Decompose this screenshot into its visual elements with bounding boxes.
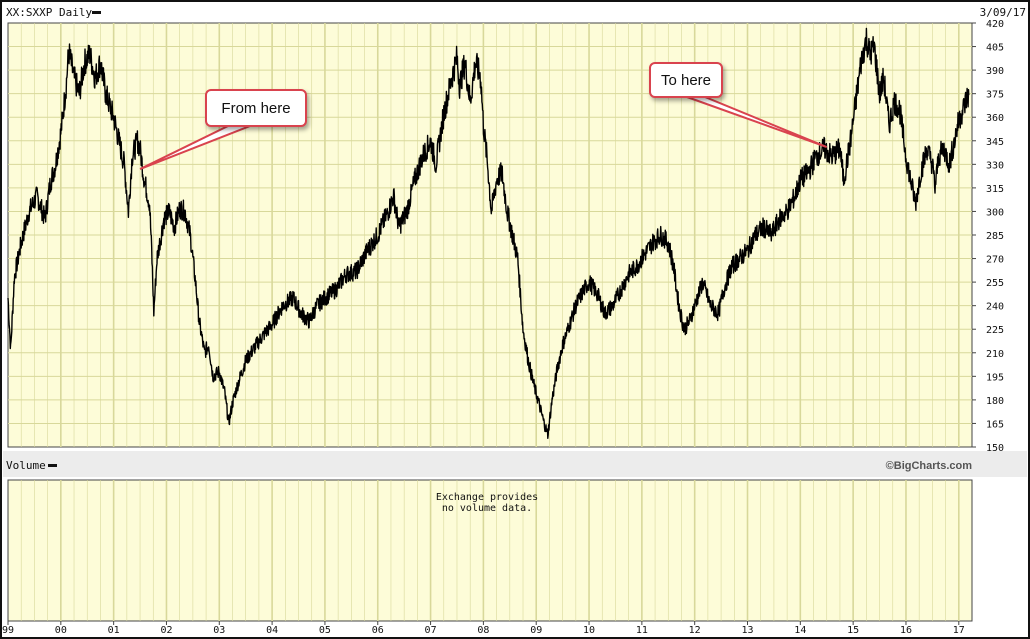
y-tick-label: 405 bbox=[986, 43, 1004, 54]
y-tick-label: 420 bbox=[986, 19, 1004, 30]
title-legend-swatch bbox=[92, 11, 101, 14]
volume-message-line1: Exchange provides bbox=[436, 492, 538, 503]
x-tick-label: 03 bbox=[213, 625, 225, 636]
from-here-callout: From here bbox=[205, 89, 307, 127]
y-tick-label: 330 bbox=[986, 160, 1004, 171]
y-tick-label: 255 bbox=[986, 278, 1004, 289]
x-tick-label: 15 bbox=[847, 625, 859, 636]
x-tick-label: 14 bbox=[794, 625, 806, 636]
volume-panel-background bbox=[7, 479, 973, 622]
x-tick-label: 17 bbox=[953, 625, 965, 636]
y-tick-label: 285 bbox=[986, 231, 1004, 242]
chart-title: XX:SXXP Daily bbox=[6, 6, 92, 19]
x-tick-label: 02 bbox=[160, 625, 172, 636]
volume-legend-swatch bbox=[48, 464, 57, 467]
y-tick-label: 345 bbox=[986, 137, 1004, 148]
y-tick-label: 180 bbox=[986, 396, 1004, 407]
panel-separator bbox=[3, 451, 1027, 477]
x-tick-label: 08 bbox=[477, 625, 489, 636]
y-tick-label: 360 bbox=[986, 113, 1004, 124]
x-tick-label: 04 bbox=[266, 625, 278, 636]
price-series-line bbox=[7, 27, 970, 439]
x-tick-label: 07 bbox=[425, 625, 437, 636]
y-tick-label: 315 bbox=[986, 184, 1004, 195]
y-tick-label: 210 bbox=[986, 349, 1004, 360]
x-tick-label: 05 bbox=[319, 625, 331, 636]
y-tick-label: 390 bbox=[986, 66, 1004, 77]
volume-grid bbox=[20, 480, 960, 621]
chart-date: 3/09/17 bbox=[980, 6, 1026, 19]
y-tick-label: 270 bbox=[986, 255, 1004, 266]
x-tick-label: 00 bbox=[55, 625, 67, 636]
y-tick-label: 375 bbox=[986, 90, 1004, 101]
x-tick-label: 12 bbox=[689, 625, 701, 636]
x-tick-label: 01 bbox=[108, 625, 120, 636]
x-tick-label: 06 bbox=[372, 625, 384, 636]
price-grid bbox=[8, 23, 972, 447]
watermark: ©BigCharts.com bbox=[886, 460, 973, 472]
x-tick-label: 09 bbox=[530, 625, 542, 636]
x-tick-label: 11 bbox=[636, 625, 648, 636]
volume-label: Volume bbox=[6, 459, 46, 472]
x-axis-labels: 99 00 01 02 03 04 05 06 07 08 09 10 11 12 13 14 15 16 17 bbox=[2, 621, 965, 636]
y-tick-label: 300 bbox=[986, 207, 1004, 218]
y-tick-label: 195 bbox=[986, 372, 1004, 383]
y-tick-label: 165 bbox=[986, 419, 1004, 430]
volume-message-line2: no volume data. bbox=[442, 503, 532, 514]
x-tick-label: 13 bbox=[741, 625, 753, 636]
y-axis-ticks: 150 165 180 195 210 225 240 255 270 285 300 315 330 3… bbox=[972, 19, 1004, 454]
y-tick-label: 150 bbox=[986, 443, 1004, 454]
to-here-callout: To here bbox=[649, 62, 723, 98]
x-tick-label: 99 bbox=[2, 625, 14, 636]
x-tick-label: 16 bbox=[900, 625, 912, 636]
y-tick-label: 225 bbox=[986, 325, 1004, 336]
callout-pointers bbox=[139, 96, 828, 170]
y-tick-label: 240 bbox=[986, 302, 1004, 313]
x-tick-label: 10 bbox=[583, 625, 595, 636]
